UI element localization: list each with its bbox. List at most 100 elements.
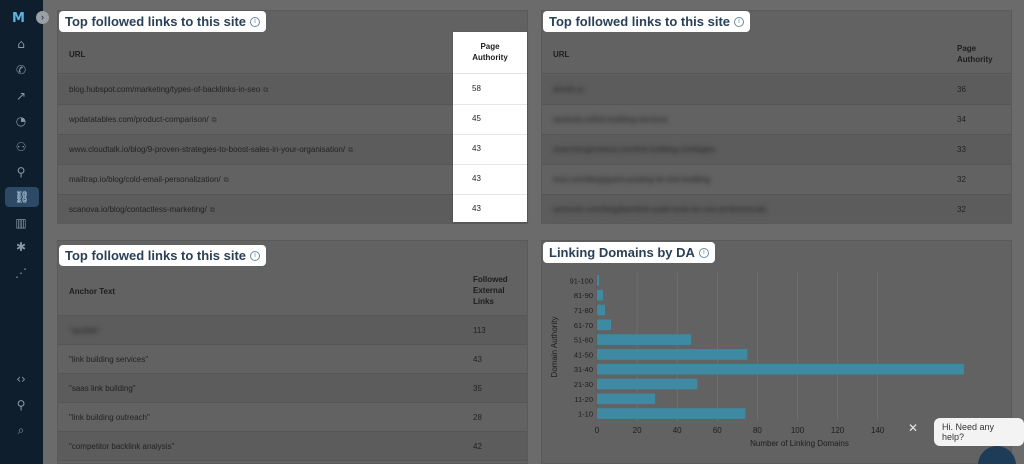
info-icon[interactable]: i [250, 250, 261, 261]
bar [597, 349, 748, 360]
url-link[interactable]: blog.hubspot.com/marketing/types-of-back… [69, 85, 268, 95]
pa-header-line2: Authority [472, 53, 508, 62]
y-tick-label: 61-70 [574, 321, 593, 330]
page-authority-value: 45 [472, 114, 481, 123]
url-column-header[interactable]: URL [69, 50, 86, 59]
close-help-icon[interactable]: ✕ [908, 421, 919, 435]
url-link[interactable]: www.cloudtalk.io/blog/9-proven-strategie… [69, 145, 353, 155]
url-link[interactable]: wpdatatables.com/product-comparison/⧉ [69, 115, 217, 125]
help-message[interactable]: Hi. Need any help? [934, 418, 1024, 446]
external-link-icon[interactable]: ⧉ [223, 177, 229, 184]
page-authority-value: 32 [957, 205, 966, 214]
table-row: blog.hubspot.com/marketing/types-of-back… [58, 75, 527, 105]
row-divider [453, 164, 527, 165]
y-tick-label: 81-90 [574, 291, 593, 300]
pie-chart-icon[interactable]: ◔ [15, 114, 27, 128]
x-tick-label: 140 [871, 426, 885, 435]
url-link[interactable]: seotools.io/link-building-services [553, 115, 668, 124]
y-tick-label: 1-10 [578, 410, 593, 419]
home-icon[interactable]: ⌂ [17, 37, 25, 51]
trend-icon[interactable]: ↗ [15, 89, 27, 103]
y-axis-label: Domain Authority [550, 317, 559, 378]
page-authority-column-highlight: Page Authority 58 45 43 43 43 [453, 32, 527, 222]
url-link[interactable]: mailtrap.io/blog/cold-email-personalizat… [69, 175, 229, 185]
bug-icon[interactable]: ✱ [15, 240, 27, 254]
card2-title: Top followed links to this site i [543, 11, 751, 32]
y-tick-label: 11-20 [574, 395, 593, 404]
followed-links-value: 42 [473, 442, 482, 451]
card2-title-text: Top followed links to this site [549, 14, 731, 29]
search-icon[interactable]: ⌕ [17, 423, 25, 437]
url-text: ahrefs.io [553, 85, 584, 94]
url-link[interactable]: semrush.com/blog/backlink-audit-tools-fo… [553, 205, 766, 214]
url-text: scanova.io/blog/contactless-marketing/ [69, 205, 207, 214]
table-row: "saas link building" 35 [58, 374, 527, 403]
info-icon[interactable]: i [250, 16, 261, 27]
bar [597, 304, 606, 316]
table-header: URL Page Authority [542, 11, 1011, 74]
page-authority-value: 36 [957, 85, 966, 94]
external-link-icon[interactable]: ⧉ [263, 87, 269, 94]
linking-domains-card: 0 20 40 60 80 100 120 140 91-100 81-90 71-80 61-70 5… [541, 240, 1012, 464]
collapse-sidebar-button[interactable]: › [36, 11, 49, 24]
x-tick-label: 20 [633, 426, 642, 435]
url-link[interactable]: scanova.io/blog/contactless-marketing/⧉ [69, 205, 215, 215]
users-icon[interactable]: ⚇ [15, 140, 27, 154]
url-text: seotools.io/link-building-services [553, 115, 668, 124]
table-row: "spotlak" 113 [58, 316, 527, 345]
url-link[interactable]: searchengineland.com/link-building-strat… [553, 145, 715, 154]
info-icon[interactable]: i [734, 16, 745, 27]
y-tick-label: 41-50 [574, 350, 593, 359]
url-text: wpdatatables.com/product-comparison/ [69, 115, 209, 124]
external-link-icon[interactable]: ⧉ [348, 147, 354, 154]
table-row: wpdatatables.com/product-comparison/⧉ [58, 105, 527, 135]
url-link[interactable]: ahrefs.io [553, 85, 584, 94]
followed-links-value: 43 [473, 355, 482, 364]
page-authority-column-header[interactable]: Page Authority [957, 43, 993, 65]
y-tick-label: 21-30 [574, 380, 593, 389]
url-column-header[interactable]: URL [553, 50, 570, 59]
megaphone-icon[interactable]: ✆ [15, 63, 27, 77]
x-tick-label: 60 [713, 426, 722, 435]
table-header: URL [58, 11, 527, 74]
code-icon[interactable]: ‹› [16, 372, 26, 386]
pa-header-line2: Authority [957, 55, 993, 64]
bar-chart-icon[interactable]: ▥ [15, 216, 27, 230]
table-row: "link building services" 43 [58, 345, 527, 374]
location-pin-icon[interactable]: ⚲ [16, 398, 26, 412]
table-row: scanova.io/blog/contactless-marketing/⧉ [58, 195, 527, 223]
page-authority-value: 43 [472, 144, 481, 153]
x-tick-label: 40 [673, 426, 682, 435]
anchor-text-card: Anchor Text Followed External Links "spo… [57, 240, 528, 464]
y-tick-label: 31-40 [574, 365, 593, 374]
followed-links-value: 28 [473, 413, 482, 422]
bar [597, 334, 692, 345]
anchor-text: "link building services" [69, 355, 149, 364]
info-icon[interactable]: i [698, 247, 709, 258]
sidebar: M › ⌂ ✆ ↗ ◔ ⚇ ⚲ ⛓ ▥ ✱ ⋰ ‹› ⚲ ⌕ [0, 0, 49, 464]
search-zoom-icon[interactable]: ⚲ [16, 165, 26, 179]
page-authority-column-header[interactable]: Page Authority [453, 32, 527, 74]
signal-icon[interactable]: ⋰ [15, 266, 27, 280]
url-link[interactable]: moz.com/blog/guest-posting-for-link-buil… [553, 175, 710, 184]
y-tick-label: 91-100 [570, 276, 593, 285]
anchor-text-column-header[interactable]: Anchor Text [69, 287, 116, 296]
card1-title-text: Top followed links to this site [65, 14, 247, 29]
chat-launcher-button[interactable] [978, 446, 1016, 464]
url-text: moz.com/blog/guest-posting-for-link-buil… [553, 175, 710, 184]
link-icon[interactable]: ⛓ [5, 187, 39, 207]
y-tick-label: 51-60 [574, 336, 593, 345]
y-tick-label: 71-80 [574, 306, 593, 315]
external-link-icon[interactable]: ⧉ [211, 117, 217, 124]
external-link-icon[interactable]: ⧉ [209, 207, 215, 214]
table-header: Anchor Text Followed External Links [58, 241, 527, 316]
anchor-text: "competitor backlink analysis" [69, 442, 175, 451]
x-tick-label: 120 [831, 426, 845, 435]
app-logo[interactable]: M [12, 11, 25, 26]
bar [597, 289, 604, 301]
followed-external-links-column-header[interactable]: Followed External Links [473, 274, 508, 307]
url-text: semrush.com/blog/backlink-audit-tools-fo… [553, 205, 767, 214]
linking-domains-chart: 0 20 40 60 80 100 120 140 91-100 81-90 71-80 61-70 5… [550, 273, 964, 448]
x-tick-label: 80 [753, 426, 762, 435]
card4-title: Linking Domains by DA i [543, 242, 715, 263]
